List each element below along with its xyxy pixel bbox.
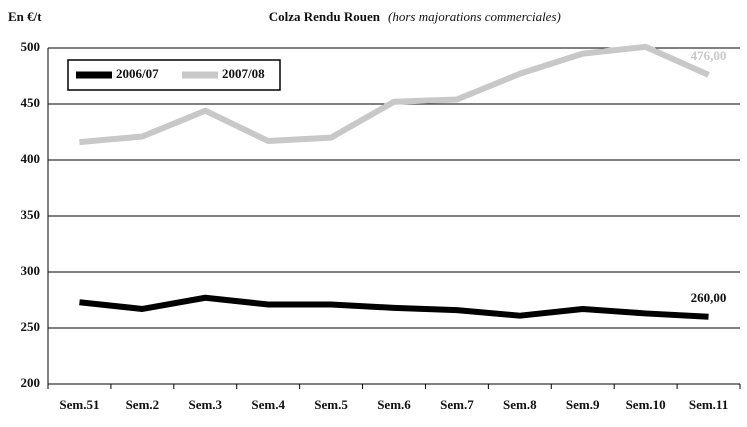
x-tick-label: Sem.10 (626, 397, 666, 412)
series-line (79, 43, 710, 146)
x-tick-label: Sem.4 (251, 397, 285, 412)
chart-title: Colza Rendu Rouen (269, 9, 381, 24)
chart-subtitle: (hors majorations commerciales) (388, 9, 561, 24)
y-axis-label: En €/t (8, 9, 42, 24)
legend-label: 2007/08 (222, 66, 265, 81)
legend-label: 2006/07 (116, 66, 159, 81)
y-tick-label: 200 (21, 375, 41, 390)
x-tick-label: Sem.11 (689, 397, 728, 412)
x-tick-label: Sem.9 (566, 397, 600, 412)
series-line (79, 294, 709, 320)
value-label: 260,00 (691, 290, 727, 305)
value-label: 476,00 (691, 48, 727, 63)
x-tick-label: Sem.7 (440, 397, 474, 412)
y-tick-label: 450 (21, 95, 41, 110)
x-tick-label: Sem.8 (503, 397, 537, 412)
y-tick-label: 350 (21, 207, 41, 222)
y-tick-label: 500 (21, 39, 41, 54)
y-tick-label: 300 (21, 263, 41, 278)
x-tick-label: Sem.3 (188, 397, 222, 412)
x-tick-label: Sem.6 (377, 397, 411, 412)
y-tick-label: 400 (21, 151, 41, 166)
x-tick-label: Sem.51 (59, 397, 99, 412)
x-tick-label: Sem.2 (126, 397, 160, 412)
y-tick-label: 250 (21, 319, 41, 334)
x-tick-label: Sem.5 (314, 397, 348, 412)
